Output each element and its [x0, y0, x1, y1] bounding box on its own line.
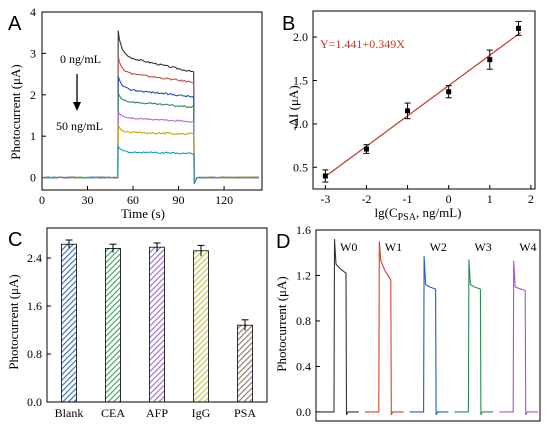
panel-c-category-label: PSA [234, 406, 256, 420]
panel-b-xlabel-start: lg(C [375, 205, 398, 220]
panel-d-series-line [364, 241, 404, 416]
panel-b-frame [312, 10, 536, 190]
panel-b-ytick-label: 1.0 [293, 117, 308, 131]
panel-c-ytick-label: 0.0 [27, 395, 42, 409]
panel-a-ylabel: Photocurrent (μA) [8, 64, 23, 159]
panel-c-bar [237, 324, 253, 403]
panel-b-point [322, 173, 328, 179]
panel-a-xlabel: Time (s) [121, 206, 165, 221]
panel-d-series-label: W2 [430, 240, 447, 254]
panel-d-series-line [454, 259, 494, 416]
panel-b-xtick-label: -1 [403, 192, 413, 206]
panel-c: C Photocurrent (μA) 0.0 0.8 1.6 2.4 Blank CE… [6, 227, 268, 420]
panel-b-point [363, 146, 369, 152]
panel-b-xlabel-subscript: PSA [398, 212, 417, 223]
panel-c-ytick-label: 2.4 [27, 251, 42, 265]
panel-a-letter: A [8, 13, 22, 35]
panel-c-letter: C [8, 229, 22, 251]
panel-a-ticks: 0 30 60 90 120 0 1 2 3 4 [30, 5, 233, 207]
panel-b-letter: B [282, 13, 295, 35]
panel-b-point [446, 89, 452, 95]
panel-d-frame [315, 229, 541, 422]
panel-a-ytick-label: 4 [30, 5, 36, 19]
panel-d-ytick-label: 1.6 [296, 223, 311, 237]
panel-a-xtick-label: 30 [82, 193, 94, 207]
panel-c-ytick-label: 0.8 [27, 347, 42, 361]
panel-d-series-label: W0 [340, 240, 357, 254]
panel-b-xtick-label: 0 [446, 192, 452, 206]
panel-a-ytick-label: 2 [30, 88, 36, 102]
panel-c-bars: Blank CEA AFP IgG PSA [55, 239, 256, 420]
panel-c-category-label: IgG [192, 406, 211, 420]
panel-b-ytick-label: 0.5 [293, 160, 308, 174]
panel-a-series-line [41, 144, 260, 185]
panel-d-series-line [320, 239, 359, 416]
panel-d-ytick-label: 1.2 [296, 268, 311, 282]
panel-b-ticks: -3 -2 -1 0 1 2 0.5 1.0 1.5 2.0 [293, 30, 534, 206]
panel-c-frame [46, 227, 268, 403]
panel-b-point [516, 25, 522, 31]
panel-b-ytick-label: 1.5 [293, 73, 308, 87]
panel-a-xtick-label: 120 [215, 193, 233, 207]
panel-b-fit-line [322, 32, 521, 179]
panel-c-bar [193, 250, 209, 403]
panel-c-ylabel: Photocurrent (μA) [6, 274, 21, 369]
panel-b-marks [322, 20, 522, 183]
panel-c-bar [61, 243, 77, 403]
panel-a: A Photocurrent (μA) Time (s) 0 ng/mL 50 … [8, 5, 263, 221]
panel-a-xtick-label: 90 [173, 193, 185, 207]
panel-b-equation: Y=1.441+0.349X [320, 37, 405, 51]
panel-a-series [41, 30, 260, 185]
panel-a-ytick-label: 0 [30, 171, 36, 185]
panel-a-xtick-label: 60 [127, 193, 139, 207]
panel-d-series-label: W1 [385, 240, 402, 254]
panel-b-xlabel: lg(CPSA, ng/mL) [375, 205, 462, 223]
panel-b-xtick-label: 1 [487, 192, 493, 206]
panel-b-ytick-label: 2.0 [293, 30, 308, 44]
panel-b-xlabel-end: , ng/mL) [416, 205, 462, 220]
panel-d-series-label: W3 [474, 240, 491, 254]
panel-b-xtick-label: -2 [361, 192, 371, 206]
panel-a-frame [41, 11, 263, 191]
panel-d-ylabel: Photocurrent (μA) [274, 276, 289, 371]
panel-b-xtick-label: 2 [528, 192, 534, 206]
panel-d-series-label: W4 [519, 240, 536, 254]
panel-c-ytick-label: 1.6 [27, 299, 42, 313]
panel-d-letter: D [276, 231, 290, 253]
panel-b-xtick-label: -3 [320, 192, 330, 206]
panel-a-arrow [73, 74, 81, 111]
panel-c-category-label: AFP [146, 406, 168, 420]
panel-a-xtick-label: 0 [39, 193, 45, 207]
panel-c-bar [149, 246, 165, 403]
panel-d-ticks: 0.0 0.4 0.8 1.2 1.6 [296, 223, 320, 419]
panel-b-point [405, 108, 411, 114]
panel-c-category-label: Blank [55, 406, 84, 420]
panel-d: D Photocurrent (μA) 0.0 0.4 0.8 1.2 1.6 W0 W1… [274, 223, 541, 422]
panel-a-ytick-label: 3 [30, 46, 36, 60]
panel-d-series: W0 W1 W2 W3 W4 [320, 239, 538, 416]
panel-d-series-line [409, 256, 449, 416]
panel-d-ytick-label: 0.0 [296, 405, 311, 419]
panel-c-bar [105, 247, 121, 403]
panel-a-series-line [41, 92, 260, 185]
panel-d-ytick-label: 0.8 [296, 314, 311, 328]
panel-b: B -ΔI (μA) lg(CPSA, ng/mL) Y=1.441+0.349… [282, 10, 536, 223]
panel-b-ylabel: -ΔI (μA) [286, 85, 301, 130]
panel-d-series-line [499, 260, 538, 416]
panel-a-ytick-label: 1 [30, 129, 36, 143]
panel-a-annotation-top: 0 ng/mL [60, 52, 101, 66]
panel-b-point [487, 57, 493, 63]
panel-c-ticks: 0.0 0.8 1.6 2.4 [27, 251, 51, 409]
panel-a-series-line [41, 124, 260, 185]
panel-a-annotation-bottom: 50 ng/mL [56, 119, 103, 133]
panel-c-category-label: CEA [101, 406, 125, 420]
panel-d-ytick-label: 0.4 [296, 359, 311, 373]
